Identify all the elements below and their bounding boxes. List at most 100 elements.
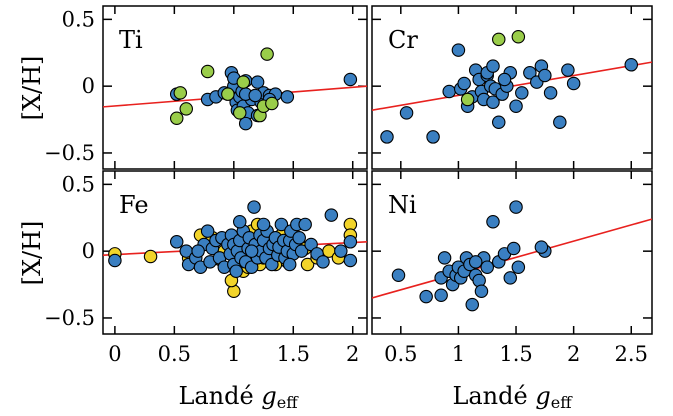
data-point — [294, 244, 309, 258]
data-point — [491, 115, 506, 129]
data-point — [343, 235, 358, 249]
x-tick-label: 0.5 — [158, 342, 191, 366]
data-point — [244, 244, 259, 258]
data-point — [515, 86, 529, 100]
y-tick-label: 0 — [82, 74, 95, 98]
panel-element-label: Ti — [119, 26, 143, 54]
data-point — [256, 217, 271, 232]
data-point — [486, 95, 500, 109]
panel-element-label: Fe — [119, 191, 149, 219]
data-point — [229, 264, 243, 278]
x-tick-label: 1 — [452, 342, 465, 366]
data-point — [442, 84, 456, 99]
data-point — [509, 99, 523, 113]
x-tick-label: 2 — [567, 342, 580, 366]
ti-panel: 0.5 0 −0.5 Ti — [44, 5, 368, 170]
data-point — [534, 240, 549, 254]
data-point — [343, 253, 358, 268]
x-tick-label: 1.5 — [277, 342, 310, 366]
x-tick-label: 1 — [227, 342, 240, 366]
y-tick-label: −0.5 — [44, 306, 95, 330]
panel-element-label: Cr — [388, 26, 418, 54]
data-point — [143, 249, 158, 264]
data-point — [491, 32, 506, 47]
data-point — [434, 288, 448, 303]
data-point — [316, 255, 330, 269]
panel-plot-area — [372, 29, 652, 144]
data-point — [248, 88, 262, 103]
data-point — [561, 63, 575, 77]
data-point — [624, 58, 639, 72]
fe-panel: 0.5 0 −0.5 0 0.5 1 1.5 2 Fe — [44, 170, 368, 366]
data-point — [191, 244, 205, 258]
data-point — [486, 215, 500, 229]
y-axis-title-top: [X/H] — [18, 56, 46, 121]
data-point — [399, 106, 414, 120]
data-point — [236, 75, 251, 89]
data-point — [265, 96, 279, 111]
data-point — [511, 29, 526, 44]
data-point — [451, 43, 466, 57]
data-point — [503, 271, 518, 285]
data-point — [391, 268, 406, 282]
x-tick-label: 2.5 — [615, 342, 648, 366]
x-tick-label: 0.5 — [384, 342, 417, 366]
data-point — [460, 92, 475, 107]
data-point — [497, 72, 512, 87]
data-point — [247, 200, 261, 214]
x-tick-label: 0 — [108, 342, 121, 366]
y-tick-label: 0.5 — [62, 7, 95, 31]
data-point — [238, 116, 253, 131]
ni-panel: 0.5 1 1.5 2 2.5 Ni — [371, 170, 653, 366]
x-axis-title-right: Landé geff — [452, 382, 573, 412]
data-point — [298, 217, 312, 232]
data-point — [343, 72, 358, 87]
data-point — [468, 255, 483, 269]
data-point — [179, 102, 193, 116]
data-point — [465, 297, 479, 312]
data-point — [380, 130, 394, 144]
y-tick-label: 0 — [82, 239, 95, 263]
data-point — [480, 260, 494, 274]
data-point — [506, 241, 521, 256]
data-point — [426, 130, 440, 144]
data-point — [282, 257, 297, 272]
x-axis-title-left: Landé geff — [178, 382, 299, 412]
data-point — [486, 59, 500, 73]
y-tick-label: −0.5 — [44, 141, 95, 165]
panel-plot-area — [372, 200, 652, 312]
x-tick-label: 2 — [346, 342, 359, 366]
data-point — [553, 115, 567, 129]
data-point — [274, 217, 289, 232]
data-point — [280, 90, 295, 104]
panel-plot-area — [103, 47, 367, 131]
data-point — [221, 87, 235, 101]
cr-panel: Cr — [371, 5, 653, 170]
data-point — [474, 284, 489, 298]
y-tick-label: 0.5 — [62, 172, 95, 196]
data-point — [543, 86, 558, 100]
data-point — [511, 260, 526, 274]
data-point — [300, 257, 315, 272]
data-point — [173, 86, 188, 100]
data-point — [324, 208, 339, 222]
panel-frame — [102, 5, 368, 170]
data-point — [566, 76, 581, 91]
panel-frame — [371, 170, 653, 335]
data-point — [169, 235, 184, 249]
data-point — [250, 75, 265, 89]
data-point — [260, 47, 274, 61]
x-tick-label: 1.5 — [499, 342, 532, 366]
data-point — [523, 66, 537, 80]
data-point — [509, 200, 523, 214]
panel-frame — [371, 5, 653, 170]
data-point — [200, 64, 215, 79]
data-point — [233, 215, 247, 229]
data-point — [108, 253, 122, 268]
data-point — [292, 231, 306, 245]
fit-line — [372, 218, 652, 299]
panel-plot-area — [103, 200, 367, 298]
panel-element-label: Ni — [388, 191, 417, 219]
data-point — [200, 224, 215, 238]
